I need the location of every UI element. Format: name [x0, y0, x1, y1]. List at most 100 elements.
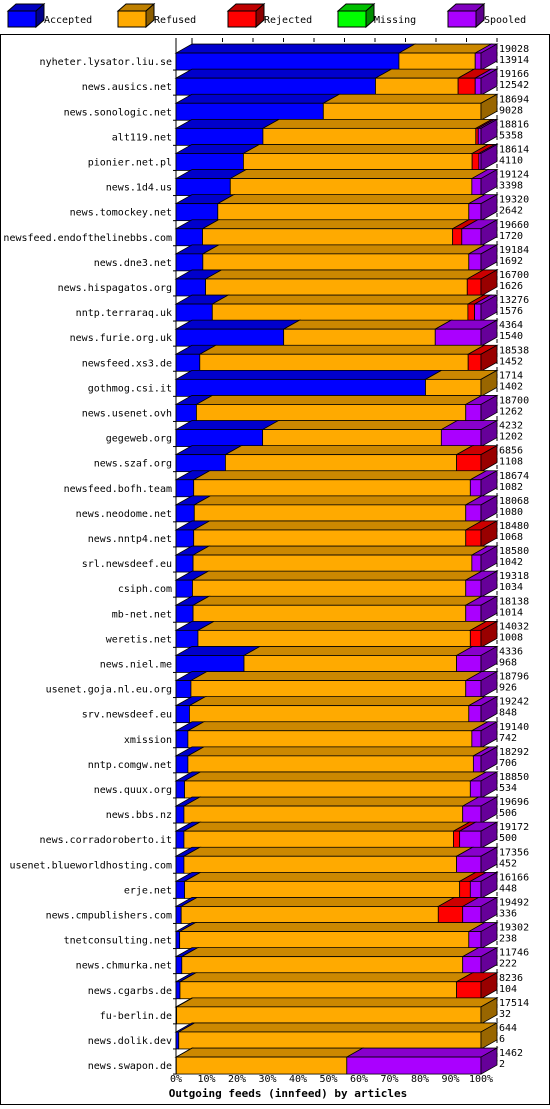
- row-7-accepted-bar: [175, 228, 203, 247]
- row-0-accepted-label: 13914: [499, 55, 529, 66]
- row-33-accepted-bar: [175, 880, 185, 899]
- row-13-accepted-top: [174, 369, 444, 380]
- row-34-refused-top: [179, 897, 456, 907]
- row-6-label: news.tomockey.net: [70, 208, 172, 219]
- row-12-total-label: 18538: [499, 345, 529, 356]
- row-1-total-label: 19166: [499, 69, 529, 80]
- row-6-refused-top: [216, 194, 487, 205]
- row-36-total-label: 11746: [499, 948, 529, 959]
- row-8-accepted-bar: [175, 253, 204, 272]
- row-1-accepted-top: [174, 68, 393, 79]
- row-7-side: [480, 219, 498, 247]
- row-15-refused-bar: [262, 429, 442, 447]
- row-12-accepted-label: 1452: [499, 356, 523, 367]
- row-28-refused-bar: [187, 755, 474, 774]
- row-37-accepted-bar: [175, 981, 181, 1000]
- row-18-accepted-label: 1080: [499, 507, 523, 518]
- row-13-refused-bar: [425, 378, 482, 397]
- row-23-side: [480, 620, 498, 649]
- row-9-side: [480, 269, 498, 297]
- row-16-accepted-label: 1108: [499, 457, 523, 468]
- row-12-label: newsfeed.xs3.de: [82, 358, 172, 369]
- row-35-accepted-bar: [175, 931, 181, 949]
- row-18-accepted-bar: [175, 504, 195, 523]
- row-10-accepted-bar: [175, 303, 213, 322]
- row-32-refused-top: [182, 846, 475, 857]
- row-31-accepted-bar: [175, 830, 185, 849]
- row-38-total-label: 17514: [499, 998, 529, 1009]
- row-13-side: [480, 369, 498, 398]
- row-30-refused-bar: [183, 805, 464, 824]
- row-6-total-label: 19320: [499, 195, 529, 206]
- legend-label-accepted: Accepted: [44, 15, 92, 26]
- row-11-refused-bar: [283, 328, 436, 347]
- row-19-accepted-bar: [175, 529, 195, 548]
- row-8-refused-bar: [202, 253, 470, 272]
- x-tick-label-10: 10%: [197, 1074, 215, 1085]
- row-38-refused-top: [175, 997, 499, 1008]
- row-35-spooled-bar: [468, 931, 482, 949]
- row-18-spooled-bar: [465, 504, 482, 523]
- row-21-side: [480, 570, 498, 598]
- row-28-spooled-bar: [472, 755, 482, 774]
- row-35-total-label: 19302: [499, 923, 529, 934]
- row-7-total-label: 19660: [499, 220, 529, 231]
- row-8-total-label: 19184: [499, 245, 529, 256]
- row-25-accepted-label: 926: [499, 683, 517, 694]
- row-36-accepted-label: 222: [499, 959, 517, 970]
- row-2-accepted-top: [174, 93, 341, 104]
- x-tick-label-30: 30%: [258, 1074, 276, 1085]
- row-1-accepted-bar: [175, 77, 376, 96]
- legend-swatch-missing: [337, 10, 367, 28]
- row-32-spooled-bar: [456, 855, 482, 874]
- row-3-accepted-bar: [175, 127, 264, 146]
- row-21-label: csiph.com: [118, 584, 172, 595]
- row-37-side: [480, 972, 498, 1000]
- row-24-side: [480, 645, 498, 674]
- row-24-accepted-bar: [175, 655, 245, 673]
- row-24-accepted-label: 968: [499, 657, 517, 668]
- row-0-label: nyheter.lysator.liu.se: [40, 57, 172, 68]
- row-7-refused-bar: [202, 228, 454, 247]
- x-tick-label-70: 70%: [380, 1074, 398, 1085]
- row-15-accepted-top: [174, 420, 281, 430]
- row-26-spooled-bar: [468, 705, 482, 724]
- row-5-refused-bar: [229, 178, 473, 196]
- row-17-side: [480, 470, 498, 498]
- x-tick-label-50: 50%: [319, 1074, 337, 1085]
- row-40-spooled-bar: [346, 1056, 482, 1075]
- row-26-refused-top: [187, 696, 487, 707]
- x-tick-label-20: 20%: [228, 1074, 246, 1085]
- row-6-spooled-bar: [468, 203, 482, 222]
- x-axis-title: Outgoing feeds (innfeed) by articles: [169, 1087, 407, 1100]
- row-13-total-label: 1714: [499, 370, 523, 381]
- row-33-label: erje.net: [124, 885, 172, 896]
- row-28-total-label: 18292: [499, 747, 529, 758]
- row-26-accepted-bar: [175, 705, 190, 724]
- x-tick-label-80: 80%: [411, 1074, 429, 1085]
- row-11-accepted-label: 1540: [499, 331, 523, 342]
- row-39-refused-top: [177, 1022, 499, 1033]
- row-5-spooled-bar: [471, 178, 482, 196]
- row-2-total-label: 18694: [499, 94, 529, 105]
- row-21-accepted-bar: [175, 579, 193, 598]
- row-38-side: [480, 997, 498, 1025]
- row-20-side: [480, 545, 498, 573]
- row-26-refused-bar: [189, 705, 470, 724]
- row-28-label: nntp.comgw.net: [88, 760, 172, 771]
- row-40-label: news.swapon.de: [88, 1061, 172, 1072]
- row-32-label: usenet.blueworldhosting.com: [9, 860, 172, 871]
- x-tick-label-90: 90%: [441, 1074, 459, 1085]
- row-32-accepted-bar: [175, 855, 185, 874]
- row-39-total-label: 644: [499, 1023, 517, 1034]
- row-22-spooled-bar: [465, 604, 482, 623]
- row-11-label: news.furie.org.uk: [70, 333, 172, 344]
- row-36-refused-top: [180, 947, 481, 958]
- row-27-accepted-label: 742: [499, 733, 517, 744]
- row-15-refused-top: [261, 420, 459, 430]
- row-6-side: [480, 193, 498, 222]
- row-39-refused-bar: [178, 1031, 482, 1050]
- row-21-refused-bar: [192, 579, 467, 598]
- row-4-total-label: 18614: [499, 144, 529, 155]
- row-24-refused-top: [242, 646, 475, 656]
